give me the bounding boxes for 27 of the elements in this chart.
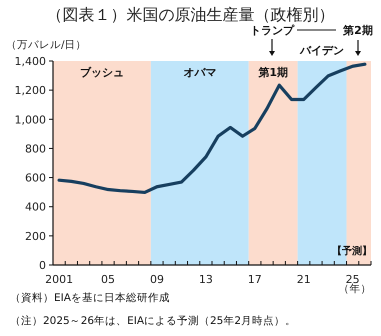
y-tick-label: 0 bbox=[39, 259, 46, 272]
band-label: ブッシュ bbox=[80, 66, 124, 79]
text: トランプ bbox=[250, 24, 295, 37]
chart-title: （図表１）米国の原油生産量（政権別） bbox=[46, 5, 334, 24]
y-tick-label: 1,000 bbox=[14, 113, 46, 126]
x-tick-label: 09 bbox=[150, 273, 164, 286]
y-tick-label: 600 bbox=[25, 172, 46, 185]
text: （資料）EIAを基に日本総研作成 bbox=[10, 291, 170, 304]
band-label: バイデン bbox=[299, 44, 344, 57]
x-tick-label: 2001 bbox=[45, 273, 74, 286]
x-tick-label: 13 bbox=[198, 273, 213, 286]
x-axis-title: （年） bbox=[338, 283, 372, 295]
line-series bbox=[58, 62, 366, 194]
y-tick-label: 200 bbox=[25, 230, 46, 243]
band-label: オバマ bbox=[183, 66, 216, 79]
x-tick-label: 21 bbox=[296, 273, 311, 286]
band-label: 第2期 bbox=[342, 24, 373, 37]
annotation: 【予測】 bbox=[332, 245, 372, 257]
y-tick-label: 800 bbox=[25, 142, 46, 156]
y-tick-label: 1,200 bbox=[14, 84, 46, 98]
y-tick-label: 400 bbox=[25, 200, 46, 214]
x-tick-label: 17 bbox=[248, 273, 262, 286]
y-tick-label: 1,400 bbox=[14, 55, 46, 68]
x-tick-label: 05 bbox=[101, 273, 116, 286]
y-axis-title: （万バレル/日） bbox=[6, 39, 87, 51]
text: （注）2025～26年は、EIAによる予測（25年2月時点）。 bbox=[10, 314, 296, 327]
band-label: 第1期 bbox=[257, 66, 288, 79]
